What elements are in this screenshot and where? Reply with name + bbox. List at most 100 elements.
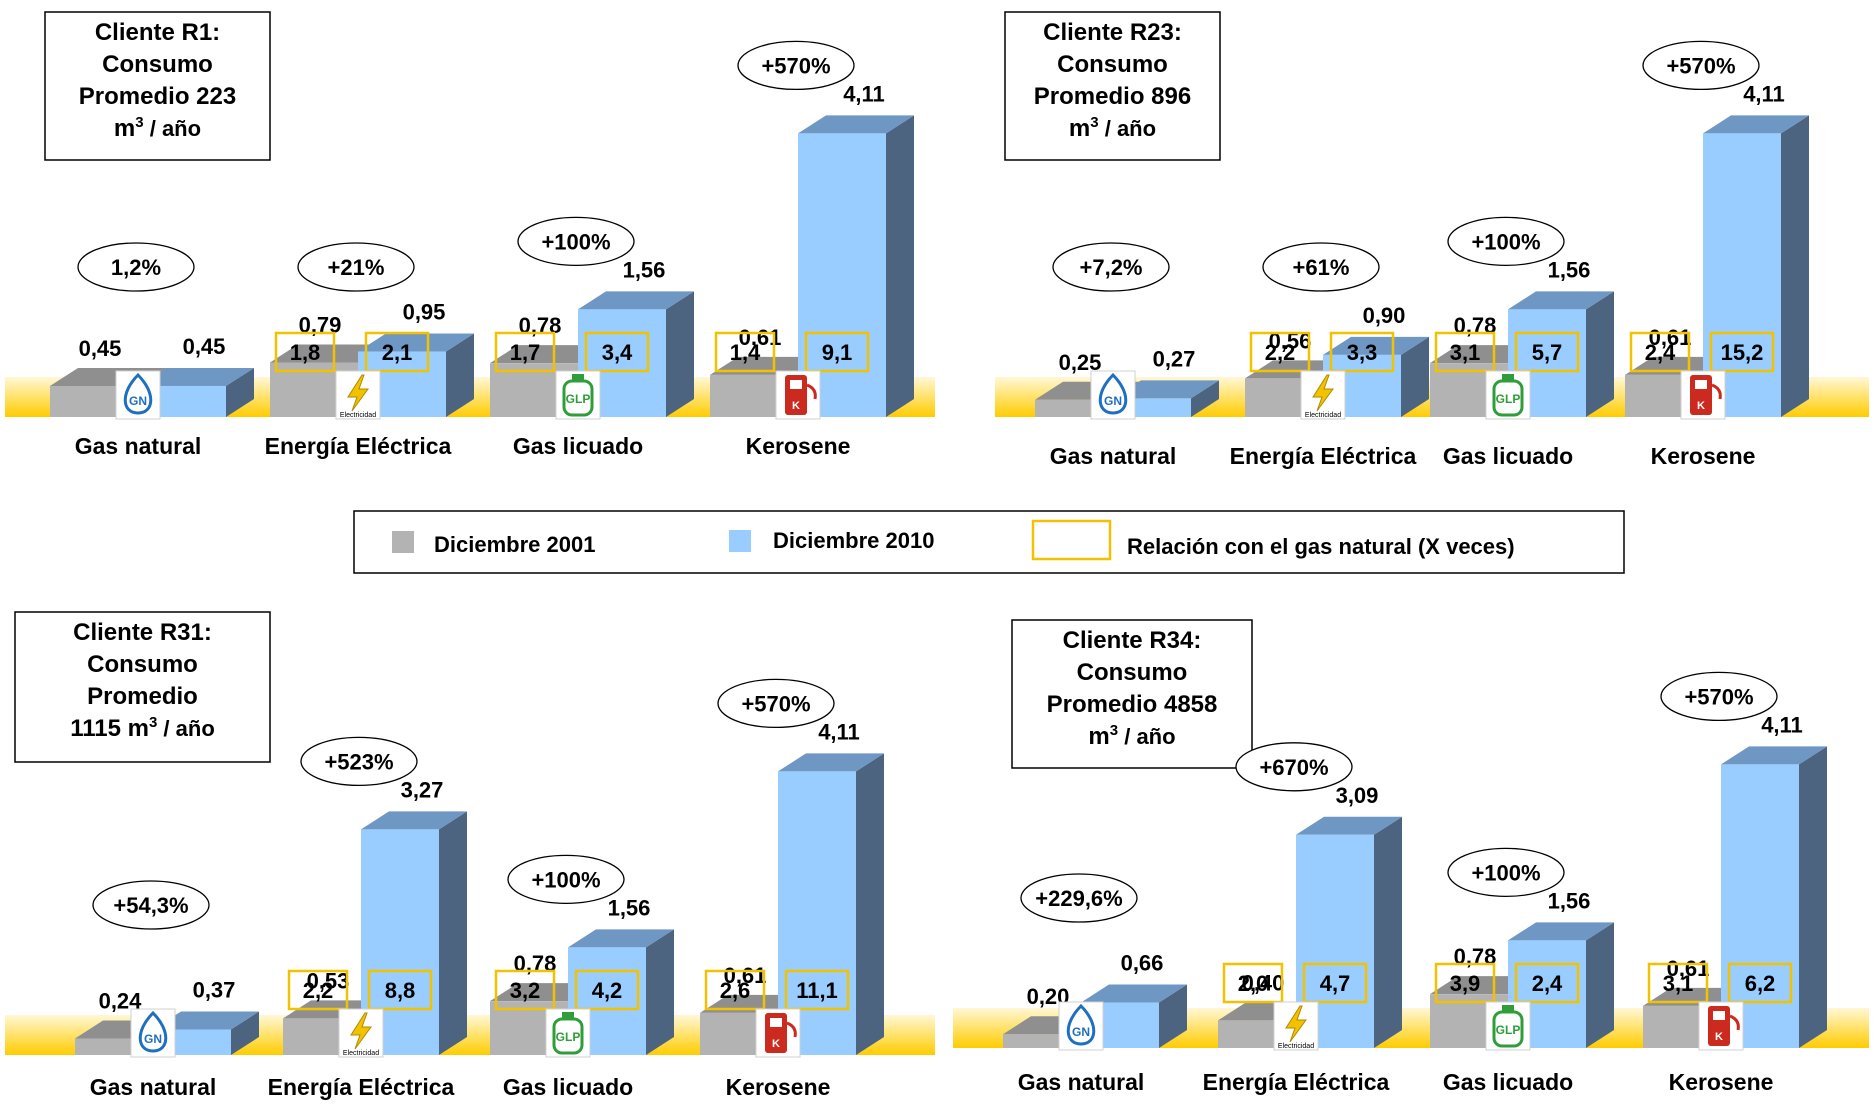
legend-swatch-ratio: [1031, 519, 1112, 561]
value-label-2010: 3,09: [1336, 783, 1379, 808]
category-label: Gas licuado: [1443, 1069, 1573, 1095]
ratio-box-2001: [1434, 962, 1496, 1004]
gn-icon-label: GN: [129, 394, 147, 408]
ratio-box-2001: [494, 969, 556, 1011]
value-label-2001: 0,61: [1649, 325, 1692, 350]
change-label: +570%: [741, 691, 810, 716]
electricity-icon: Electricidad: [1273, 1001, 1319, 1051]
chart-title-line: Consumo: [1057, 51, 1168, 78]
change-label: +570%: [761, 53, 830, 78]
gn-icon: GN: [115, 370, 161, 420]
ratio-box-2001: [1647, 962, 1709, 1004]
gn-icon-frame: [130, 1008, 176, 1058]
value-label-2001: 0,78: [1454, 313, 1497, 338]
glp-icon: GLP: [1485, 370, 1531, 420]
value-label-2010: 0,95: [403, 299, 446, 324]
kerosene-icon: K: [1698, 1001, 1744, 1051]
gn-icon-label: GN: [1104, 394, 1122, 408]
ratio-label-2010: 3,4: [602, 340, 633, 365]
bar-2010-top: [1703, 115, 1809, 134]
electricity-icon-label: Electricidad: [343, 1050, 379, 1057]
gn-icon-frame: [1090, 370, 1136, 420]
bar-2010-side: [1799, 746, 1827, 1048]
bar-2010: [1703, 133, 1781, 417]
legend-frame: [353, 510, 1625, 574]
ratio-label-2001: 2,4: [1645, 340, 1676, 365]
chart-title-line: Consumo: [87, 651, 198, 678]
change-ellipse: [297, 242, 415, 292]
ratio-label-2010: 9,1: [822, 340, 853, 365]
bar-2010-side: [1159, 984, 1187, 1048]
bar-2010-top: [138, 367, 254, 386]
change-ellipse: [1447, 216, 1565, 267]
value-label-2010: 4,11: [1761, 712, 1803, 737]
change-ellipse: [717, 678, 835, 729]
gn-flame: [1066, 1003, 1096, 1046]
bar-2010-side: [856, 753, 884, 1055]
electricity-icon-label: Electricidad: [1305, 412, 1341, 419]
ratio-box-2010: [574, 969, 640, 1011]
value-label-2010: 0,90: [1363, 303, 1406, 328]
change-label: +54,3%: [113, 893, 188, 918]
bar-2010-side: [666, 291, 694, 417]
change-ellipse: [1447, 847, 1565, 898]
electricity-icon: Electricidad: [1300, 370, 1346, 420]
category-group: 0,61 4,11 3,1 6,2 +570% K Kerosene: [1643, 671, 1827, 1095]
ratio-box-2001: [1249, 331, 1311, 373]
kerosene-window: [1713, 1011, 1725, 1020]
ratio-label-2001: 2,2: [1265, 340, 1296, 365]
gn-icon-frame: [115, 370, 161, 420]
change-ellipse: [737, 40, 855, 91]
chart-title-line: Cliente R23:: [1043, 19, 1182, 46]
change-label: +100%: [1471, 860, 1540, 885]
chart-title-unit: 1115 m3 / año: [70, 714, 215, 742]
category-label: Gas licuado: [503, 1074, 633, 1100]
ratio-box-2010: [1514, 331, 1580, 373]
legend-swatch-2001: [392, 531, 414, 553]
ratio-box-2010: [804, 331, 870, 373]
value-label-2001: 0,78: [1454, 944, 1497, 969]
ratio-label-2010: 4,2: [592, 978, 623, 1003]
ratio-box-2010: [367, 969, 433, 1011]
chart-title-line: Cliente R31:: [73, 619, 212, 646]
bar-2010-top: [361, 811, 467, 830]
bar-2010-side: [1401, 336, 1429, 417]
electricity-icon: Electricidad: [338, 1008, 384, 1058]
bar-2010-side: [886, 115, 914, 417]
chart-title-unit: m3 / año: [1088, 722, 1175, 750]
change-label: +61%: [1293, 255, 1350, 280]
glp-icon-label: GLP: [1496, 1023, 1521, 1037]
title-box: [44, 11, 271, 161]
kerosene-icon: K: [1680, 370, 1726, 420]
glp-valve: [572, 374, 584, 381]
change-ellipse: [1642, 40, 1760, 91]
category-label: Energía Eléctrica: [265, 433, 452, 459]
kerosene-window: [770, 1018, 782, 1027]
bar-2010-top: [1081, 984, 1187, 1003]
value-label-2001: 0,78: [514, 951, 557, 976]
ratio-label-2010: 6,2: [1745, 971, 1776, 996]
ratio-label-2010: 2,1: [382, 340, 413, 365]
category-label: Energía Eléctrica: [1203, 1069, 1390, 1095]
bar-2010-top: [1508, 291, 1614, 310]
ratio-box-2001: [1222, 962, 1284, 1004]
category-label: Gas licuado: [513, 433, 643, 459]
bar-2010-side: [1374, 816, 1402, 1048]
change-ellipse: [300, 736, 418, 787]
ratio-box-2010: [364, 331, 430, 373]
ratio-label-2010: 4,7: [1320, 971, 1351, 996]
change-ellipse: [1660, 671, 1778, 722]
bar-2010-side: [439, 811, 467, 1055]
bar-2010: [798, 133, 886, 417]
kerosene-hose: [1729, 1014, 1740, 1031]
ratio-box-2010: [1302, 962, 1368, 1004]
title-box: [1011, 619, 1253, 769]
change-label: +570%: [1666, 53, 1735, 78]
legend: Diciembre 2001 Diciembre 2010 Relación c…: [353, 510, 1625, 574]
kerosene-hose: [806, 383, 817, 400]
ratio-label-2010: 5,7: [1532, 340, 1563, 365]
chart-title-line: Cliente R34:: [1063, 627, 1202, 654]
chart-title-line: Consumo: [102, 51, 213, 78]
ratio-label-2010: 15,2: [1721, 340, 1764, 365]
